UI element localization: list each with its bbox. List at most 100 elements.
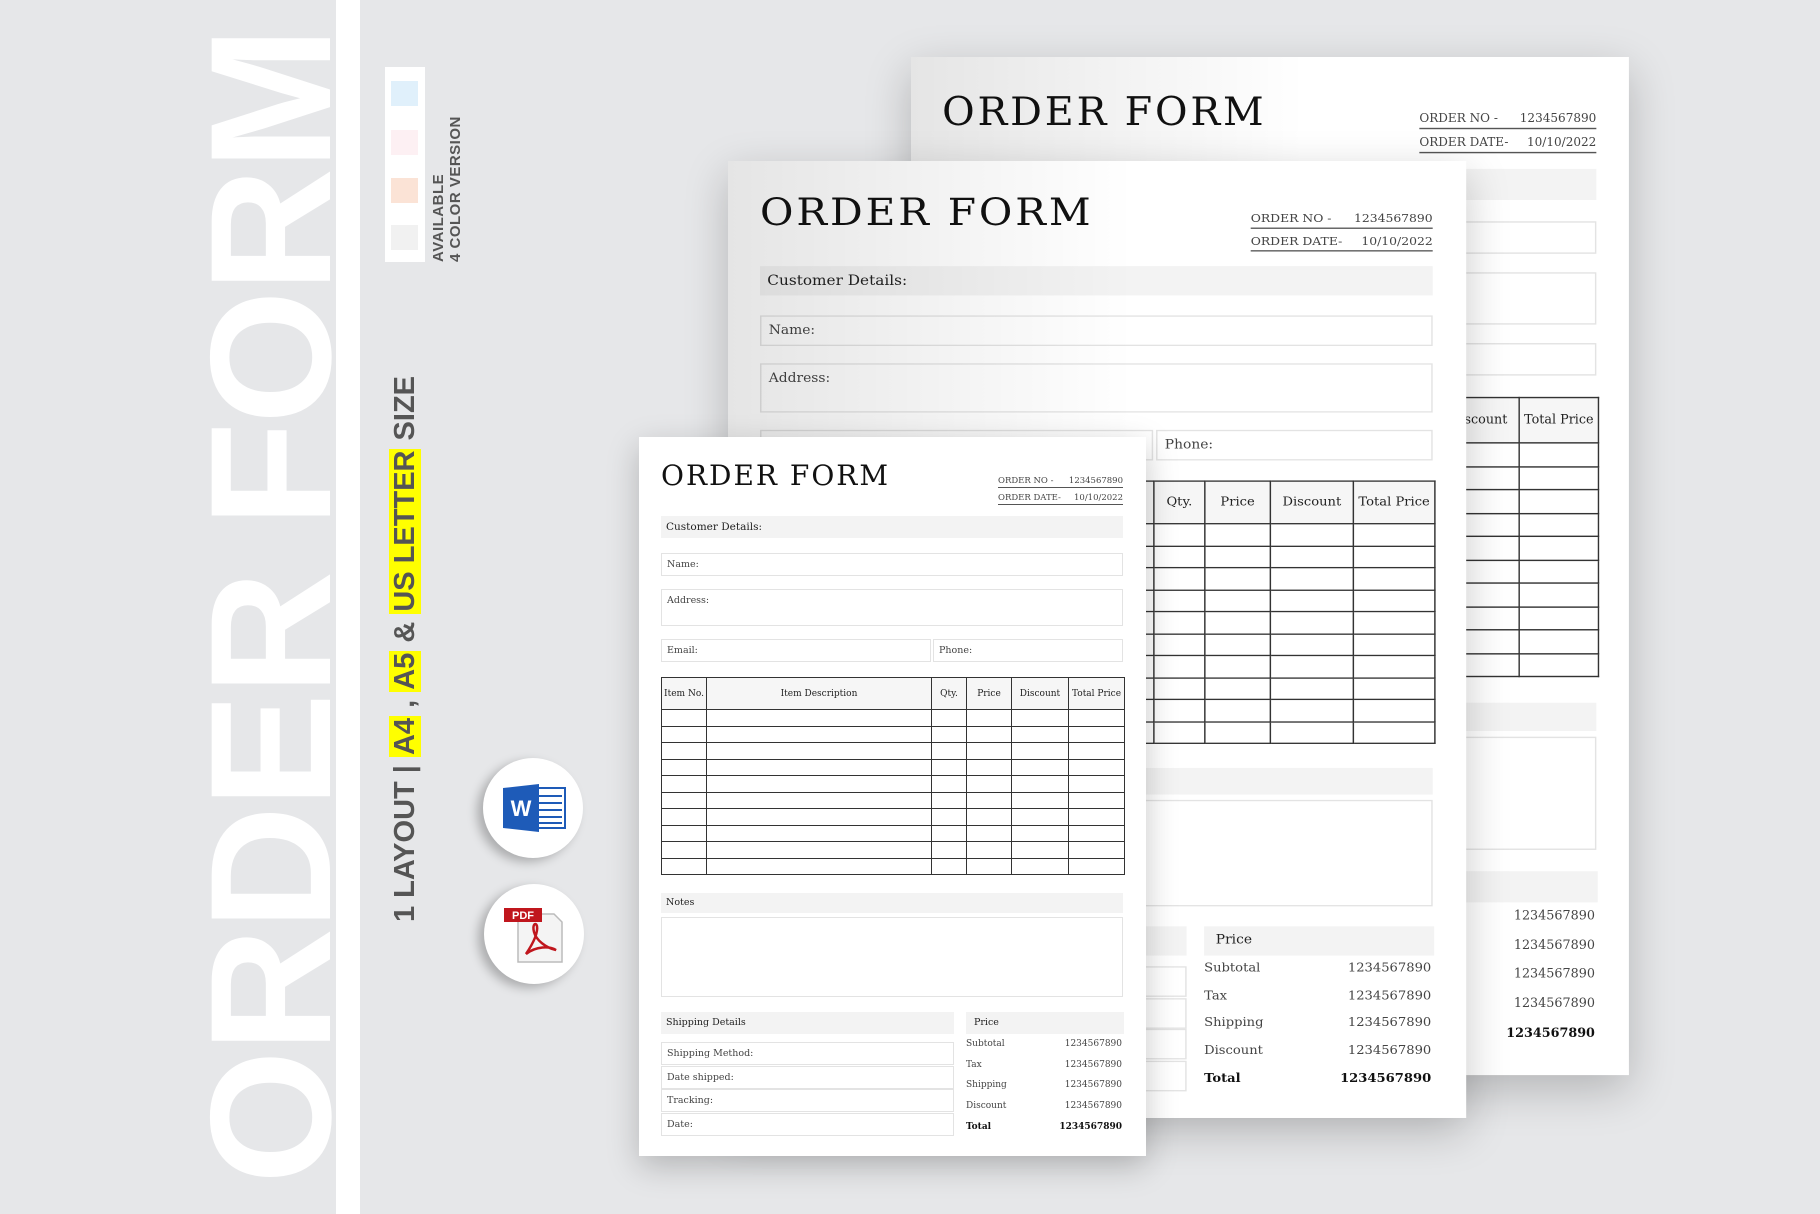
table-cell[interactable]: [1269, 523, 1355, 547]
table-cell[interactable]: [1204, 654, 1272, 679]
table-cell[interactable]: [1204, 610, 1272, 635]
table-cell[interactable]: [931, 775, 967, 793]
table-cell[interactable]: [1269, 588, 1355, 613]
table-cell[interactable]: [1204, 523, 1272, 547]
table-cell[interactable]: [931, 742, 967, 760]
table-cell[interactable]: [1011, 824, 1069, 842]
table-cell[interactable]: [1204, 676, 1272, 701]
table-cell[interactable]: [1011, 742, 1069, 760]
table-cell[interactable]: [1068, 824, 1125, 842]
table-cell[interactable]: [661, 742, 707, 760]
table-cell[interactable]: [1068, 775, 1125, 793]
table-cell[interactable]: [1352, 610, 1436, 635]
table-cell[interactable]: [966, 709, 1012, 727]
table-cell[interactable]: [1011, 841, 1069, 859]
table-cell[interactable]: [931, 857, 967, 875]
table-cell[interactable]: [706, 742, 932, 760]
table-cell[interactable]: [1153, 588, 1206, 613]
table-cell[interactable]: [966, 857, 1012, 875]
table-cell[interactable]: [661, 791, 707, 809]
table-cell[interactable]: [706, 857, 932, 875]
table-cell[interactable]: [1068, 758, 1125, 776]
date-field[interactable]: Date:: [661, 1113, 954, 1136]
table-cell[interactable]: [1068, 808, 1125, 826]
table-cell[interactable]: [706, 725, 932, 743]
table-cell[interactable]: [661, 857, 707, 875]
table-cell[interactable]: [706, 758, 932, 776]
table-cell[interactable]: [661, 841, 707, 859]
table-cell[interactable]: [931, 709, 967, 727]
table-cell[interactable]: [661, 709, 707, 727]
table-cell[interactable]: [1153, 632, 1206, 657]
table-cell[interactable]: [966, 742, 1012, 760]
table-cell[interactable]: [1269, 698, 1355, 722]
table-cell[interactable]: [1204, 566, 1272, 591]
table-cell[interactable]: [1352, 545, 1436, 569]
address-field[interactable]: Address:: [661, 589, 1123, 626]
table-cell[interactable]: [1153, 676, 1206, 701]
table-cell[interactable]: [1518, 558, 1600, 584]
table-cell[interactable]: [931, 808, 967, 826]
table-cell[interactable]: [966, 824, 1012, 842]
table-cell[interactable]: [1352, 676, 1436, 701]
table-cell[interactable]: [1153, 566, 1206, 591]
name-field[interactable]: Name:: [760, 315, 1433, 347]
table-cell[interactable]: [1011, 758, 1069, 776]
table-cell[interactable]: [1153, 610, 1206, 635]
tracking-field[interactable]: Tracking:: [661, 1089, 954, 1112]
table-cell[interactable]: [1204, 632, 1272, 657]
date-shipped-field[interactable]: Date shipped:: [661, 1066, 954, 1089]
table-cell[interactable]: [661, 775, 707, 793]
table-cell[interactable]: [931, 791, 967, 809]
table-cell[interactable]: [1068, 709, 1125, 727]
address-field[interactable]: Address:: [760, 363, 1433, 413]
table-cell[interactable]: [1352, 523, 1436, 547]
table-cell[interactable]: [931, 824, 967, 842]
table-cell[interactable]: [706, 824, 932, 842]
table-cell[interactable]: [1269, 610, 1355, 635]
table-cell[interactable]: [1204, 720, 1272, 744]
table-cell[interactable]: [1518, 582, 1600, 608]
table-cell[interactable]: [1518, 605, 1600, 631]
table-cell[interactable]: [1011, 775, 1069, 793]
table-cell[interactable]: [1204, 545, 1272, 569]
table-cell[interactable]: [1153, 720, 1206, 744]
table-cell[interactable]: [1352, 566, 1436, 591]
table-cell[interactable]: [706, 775, 932, 793]
table-cell[interactable]: [966, 841, 1012, 859]
table-cell[interactable]: [1269, 545, 1355, 569]
notes-field[interactable]: [661, 917, 1123, 997]
table-cell[interactable]: [1518, 512, 1600, 538]
email-field[interactable]: Email:: [661, 639, 931, 662]
table-cell[interactable]: [1269, 632, 1355, 657]
table-cell[interactable]: [1011, 808, 1069, 826]
table-cell[interactable]: [966, 775, 1012, 793]
table-cell[interactable]: [966, 791, 1012, 809]
table-cell[interactable]: [1068, 791, 1125, 809]
table-cell[interactable]: [1068, 742, 1125, 760]
table-cell[interactable]: [1518, 535, 1600, 561]
table-cell[interactable]: [661, 824, 707, 842]
table-cell[interactable]: [706, 808, 932, 826]
table-cell[interactable]: [661, 725, 707, 743]
table-cell[interactable]: [1068, 725, 1125, 743]
table-cell[interactable]: [1153, 523, 1206, 547]
table-cell[interactable]: [1011, 709, 1069, 727]
table-cell[interactable]: [1011, 725, 1069, 743]
table-cell[interactable]: [1352, 654, 1436, 679]
table-cell[interactable]: [661, 758, 707, 776]
table-cell[interactable]: [706, 709, 932, 727]
table-cell[interactable]: [1269, 654, 1355, 679]
table-cell[interactable]: [966, 808, 1012, 826]
name-field[interactable]: Name:: [661, 553, 1123, 576]
table-cell[interactable]: [1204, 588, 1272, 613]
table-cell[interactable]: [1352, 632, 1436, 657]
table-cell[interactable]: [1068, 857, 1125, 875]
table-cell[interactable]: [1068, 841, 1125, 859]
table-cell[interactable]: [1352, 698, 1436, 722]
table-cell[interactable]: [706, 791, 932, 809]
table-cell[interactable]: [1153, 654, 1206, 679]
table-cell[interactable]: [1153, 698, 1206, 722]
table-cell[interactable]: [1269, 566, 1355, 591]
phone-field[interactable]: Phone:: [1156, 429, 1433, 461]
